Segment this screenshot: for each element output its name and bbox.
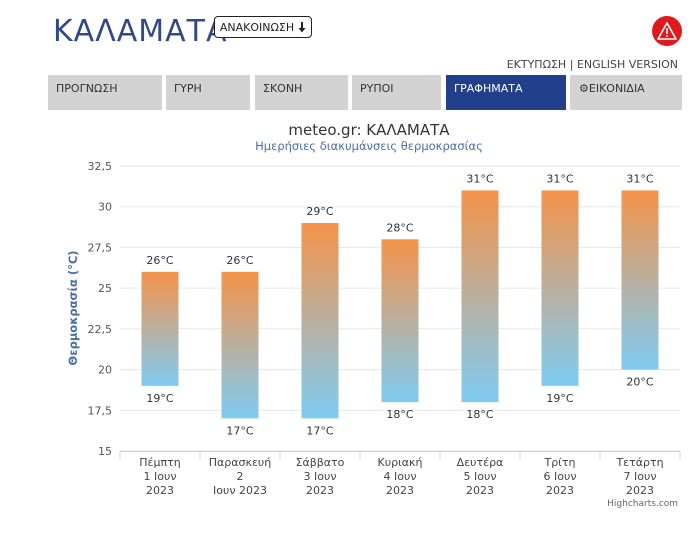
temperature-range-bar (381, 239, 419, 403)
y-axis-title: Θερμοκρασία (°C) (66, 250, 80, 365)
max-temp-label: 31°C (546, 172, 573, 185)
announcement-label: ΑΝΑΚΟΙΝΩΣΗ (219, 20, 295, 34)
tab-label: ΡΥΠΟΙ (360, 82, 394, 95)
nav-tabs: ΠΡΟΓΝΩΣΗ ΓΥΡΗ ΣΚΟΝΗ ΡΥΠΟΙ ΓΡΑΦΗΜΑΤΑ ⚙ΕΙΚ… (48, 75, 682, 110)
max-temp-label: 28°C (386, 221, 413, 234)
temperature-chart: meteo.gr: ΚΑΛΑΜΑΤΑ Ημερήσιες διακυμάνσει… (0, 118, 698, 550)
top-links: ΕΚΤΥΠΩΣΗ | ENGLISH VERSION (507, 58, 678, 71)
tab-label: ΠΡΟΓΝΩΣΗ (56, 82, 118, 95)
y-tick-label: 15 (98, 445, 112, 458)
x-tick-label: 2023 (466, 484, 494, 497)
tab-pollen[interactable]: ΓΥΡΗ (166, 75, 250, 110)
x-tick-label: Πέμπτη (139, 456, 180, 469)
min-temp-label: 18°C (466, 408, 493, 421)
chart-title: meteo.gr: ΚΑΛΑΜΑΤΑ (288, 121, 450, 139)
temperature-range-bar (621, 190, 659, 370)
x-tick-label: Κυριακή (378, 456, 423, 469)
x-tick-label: Ιουν 2023 (213, 484, 267, 497)
x-tick-label: Σάββατο (296, 456, 345, 469)
x-tick-label: 2023 (146, 484, 174, 497)
highcharts-credit[interactable]: Highcharts.com (607, 499, 678, 509)
max-temp-label: 26°C (146, 254, 173, 267)
y-tick-label: 30 (98, 201, 112, 214)
tab-label: ΓΥΡΗ (174, 82, 202, 95)
chart-subtitle: Ημερήσιες διακυμάνσεις θερμοκρασίας (255, 139, 483, 153)
y-tick-label: 25 (98, 282, 112, 295)
max-temp-label: 31°C (626, 172, 653, 185)
x-tick-label: 7 Ιουν (624, 470, 657, 483)
chart-svg: meteo.gr: ΚΑΛΑΜΑΤΑ Ημερήσιες διακυμάνσει… (66, 121, 681, 509)
arrow-down-icon (298, 21, 306, 32)
city-title: ΚΑΛΑΜΑΤΑ (53, 14, 228, 49)
temperature-range-bar (461, 190, 499, 403)
x-tick-label: Τετάρτη (615, 456, 663, 469)
y-tick-label: 32,5 (88, 160, 113, 173)
x-tick-label: 4 Ιουν (384, 470, 417, 483)
min-temp-label: 17°C (306, 424, 333, 437)
announcement-button[interactable]: ΑΝΑΚΟΙΝΩΣΗ (214, 16, 312, 38)
x-tick-label: 2023 (306, 484, 334, 497)
tab-label: ΕΙΚΟΝΙΔΙΑ (588, 82, 645, 95)
warning-triangle-icon[interactable] (652, 16, 682, 46)
temperature-range-bar (141, 271, 179, 386)
tab-pollutants[interactable]: ΡΥΠΟΙ (352, 75, 441, 110)
tab-dust[interactable]: ΣΚΟΝΗ (255, 75, 348, 110)
x-tick-label: 2023 (546, 484, 574, 497)
max-temp-label: 26°C (226, 254, 253, 267)
link-separator: | (569, 58, 574, 71)
gear-icon: ⚙ (579, 82, 589, 95)
temperature-range-bar (541, 190, 579, 386)
tab-label: ΣΚΟΝΗ (263, 82, 303, 95)
x-tick-label: Τρίτη (543, 456, 575, 469)
x-tick-label: 2023 (626, 484, 654, 497)
x-tick-label: 6 Ιουν (544, 470, 577, 483)
y-axis-ticks: 15 17,5 20 22,5 25 27,5 30 32,5 (88, 160, 113, 458)
temperature-range-bar (221, 271, 259, 419)
english-version-link[interactable]: ENGLISH VERSION (576, 58, 678, 71)
y-tick-label: 17,5 (88, 404, 113, 417)
tab-charts[interactable]: ΓΡΑΦΗΜΑΤΑ (446, 75, 566, 110)
y-tick-label: 20 (98, 364, 112, 377)
x-tick-label: 2023 (386, 484, 414, 497)
tab-label: ΓΡΑΦΗΜΑΤΑ (454, 82, 523, 95)
x-tick-label: 3 Ιουν (304, 470, 337, 483)
x-tick-label: 1 Ιουν (144, 470, 177, 483)
tab-forecast[interactable]: ΠΡΟΓΝΩΣΗ (48, 75, 162, 110)
x-tick-label: Δευτέρα (457, 456, 504, 469)
data-labels: 26°C 19°C 26°C 17°C 29°C 17°C 28°C 18°C 31°C 18°C… (146, 172, 653, 437)
temperature-range-bar (301, 223, 339, 419)
min-temp-label: 19°C (146, 392, 173, 405)
max-temp-label: 29°C (306, 205, 333, 218)
print-link[interactable]: ΕΚΤΥΠΩΣΗ (506, 58, 567, 71)
x-tick-label: Παρασκευή (209, 456, 272, 469)
x-tick-label: 5 Ιουν (464, 470, 497, 483)
min-temp-label: 19°C (546, 392, 573, 405)
max-temp-label: 31°C (466, 172, 493, 185)
min-temp-label: 18°C (386, 408, 413, 421)
y-tick-label: 22,5 (88, 323, 113, 336)
y-tick-label: 27,5 (88, 241, 113, 254)
x-tick-label: 2 (237, 470, 244, 483)
bars (141, 190, 659, 419)
min-temp-label: 20°C (626, 376, 653, 389)
warning-triangle-glyph (657, 22, 677, 40)
tab-icons[interactable]: ⚙ΕΙΚΟΝΙΔΙΑ (570, 75, 682, 110)
min-temp-label: 17°C (226, 424, 253, 437)
